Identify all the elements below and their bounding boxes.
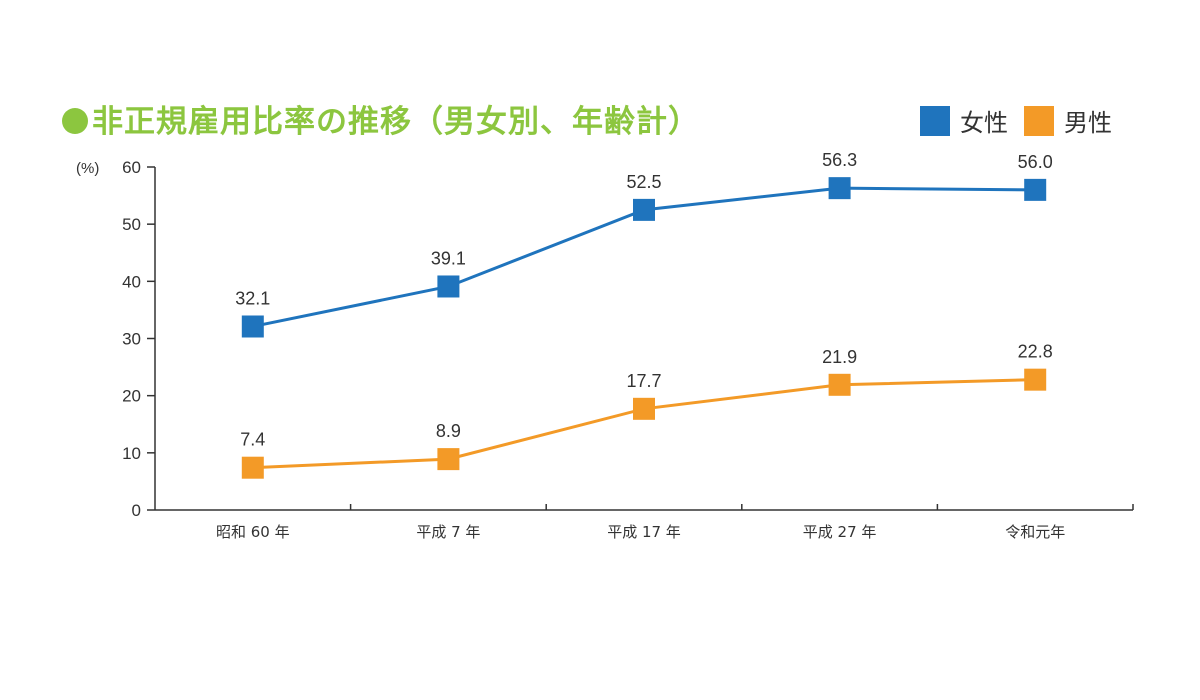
data-label: 7.4 <box>240 430 265 450</box>
y-tick-label: 30 <box>122 330 141 349</box>
data-point <box>437 275 460 298</box>
legend-label-female: 女性 <box>960 109 1008 137</box>
data-label: 17.7 <box>626 371 661 391</box>
data-label: 21.9 <box>822 347 857 367</box>
data-point <box>1024 368 1047 391</box>
data-point <box>828 177 851 200</box>
x-tick-label: 令和元年 <box>1005 523 1065 541</box>
chart-title-text: 非正規雇用比率の推移（男女別、年齢計） <box>92 104 700 140</box>
legend-swatch-male <box>1024 105 1054 136</box>
data-label: 56.3 <box>822 150 857 170</box>
data-label: 32.1 <box>235 288 270 308</box>
data-point <box>633 397 655 420</box>
chart-title: 非正規雇用比率の推移（男女別、年齢計） <box>62 96 700 141</box>
data-label: 39.1 <box>431 248 466 268</box>
data-label: 22.8 <box>1018 342 1053 362</box>
data-point <box>633 198 655 221</box>
data-label: 52.5 <box>626 172 661 192</box>
x-tick-label: 平成 7 年 <box>416 523 480 541</box>
legend: 女性 男性 <box>920 103 1128 138</box>
data-label: 8.9 <box>436 421 461 441</box>
data-point <box>241 456 264 479</box>
y-tick-label: 20 <box>122 387 141 406</box>
legend-item-male: 男性 <box>1024 103 1112 138</box>
x-tick-label: 平成 27 年 <box>803 523 877 541</box>
title-bullet-icon <box>62 108 88 134</box>
legend-item-female: 女性 <box>920 103 1008 138</box>
y-tick-label: 10 <box>122 444 141 463</box>
series-line-1 <box>252 378 1036 470</box>
data-label: 56.0 <box>1018 152 1053 172</box>
x-tick-label: 昭和 60 年 <box>216 523 290 541</box>
y-tick-label: 60 <box>122 158 141 177</box>
data-point <box>437 448 460 471</box>
legend-label-male: 男性 <box>1064 109 1112 137</box>
data-point <box>828 373 851 396</box>
y-tick-label: 0 <box>132 501 141 520</box>
y-tick-label: 50 <box>122 215 141 234</box>
x-tick-label: 平成 17 年 <box>607 523 681 541</box>
data-point <box>241 315 264 338</box>
y-tick-label: 40 <box>122 272 141 291</box>
y-unit-label: (%) <box>76 160 99 177</box>
legend-swatch-female <box>920 105 950 136</box>
data-point <box>1024 178 1047 201</box>
